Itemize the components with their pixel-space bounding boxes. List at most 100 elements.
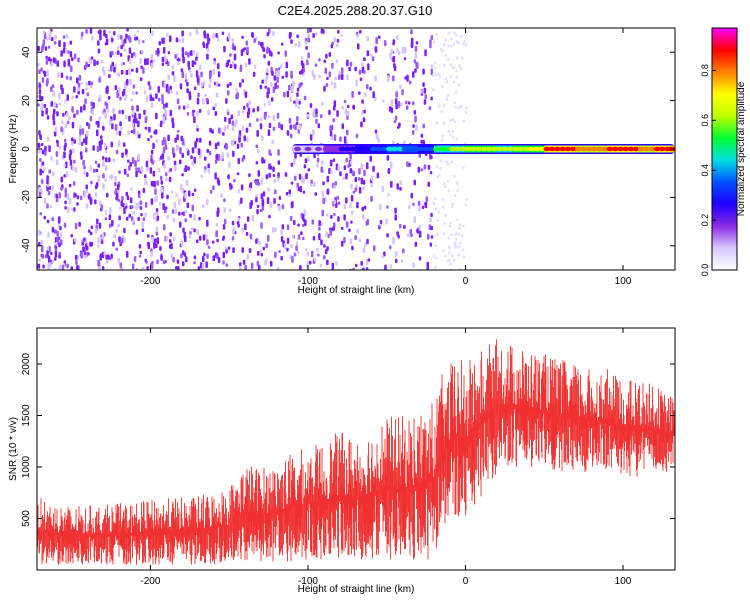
spectrogram-noise-cell bbox=[313, 152, 316, 159]
spectrogram-noise-cell bbox=[129, 78, 132, 85]
spectrogram-noise-cell bbox=[143, 90, 147, 95]
spectrogram-noise-cell bbox=[55, 193, 58, 198]
spectrogram-noise-cell bbox=[338, 74, 341, 80]
spectrogram-noise-cell bbox=[108, 214, 112, 221]
spectrogram-noise-cell bbox=[326, 246, 329, 251]
spectrogram-noise-cell bbox=[97, 48, 101, 54]
spectrogram-noise-cell bbox=[267, 115, 271, 119]
spectrogram-noise-cell bbox=[90, 81, 94, 86]
spectrogram-noise-cell bbox=[189, 231, 192, 235]
spectrogram-noise-cell bbox=[161, 62, 165, 66]
spectrogram-noise-cell bbox=[341, 105, 344, 110]
spectrogram-noise-cell bbox=[357, 177, 361, 181]
spectrogram-noise-cell bbox=[295, 121, 299, 126]
spectrogram-noise-cell bbox=[272, 31, 275, 36]
spectrogram-noise-cell bbox=[458, 232, 461, 236]
spectrogram-noise-cell bbox=[378, 35, 381, 39]
spectrogram-noise-cell bbox=[278, 205, 281, 212]
spectrogram-y-tick-label: -20 bbox=[21, 190, 32, 205]
spectrogram-noise-cell bbox=[206, 253, 209, 259]
carrier-band-peak bbox=[396, 146, 404, 152]
spectrogram-noise-cell bbox=[103, 251, 106, 256]
spectrogram-noise-cell bbox=[271, 139, 274, 144]
spectrogram-noise-cell bbox=[222, 224, 226, 230]
spectrogram-noise-cell bbox=[288, 84, 291, 91]
spectrogram-noise-cell bbox=[340, 33, 343, 37]
carrier-band-peak bbox=[643, 146, 651, 152]
spectrogram-noise-cell bbox=[121, 152, 124, 158]
spectrogram-noise-cell bbox=[434, 256, 438, 260]
spectrogram-noise-cell bbox=[125, 79, 129, 86]
spectrogram-noise-cell bbox=[455, 181, 459, 184]
spectrogram-noise-cell bbox=[221, 152, 224, 159]
spectrogram-noise-cell bbox=[109, 119, 112, 126]
spectrogram-noise-cell bbox=[147, 242, 151, 250]
spectrogram-noise-cell bbox=[449, 118, 452, 122]
spectrogram-noise-cell bbox=[140, 213, 143, 217]
spectrogram-noise-cell bbox=[58, 102, 62, 106]
spectrogram-noise-cell bbox=[226, 111, 230, 116]
spectrogram-noise-cell bbox=[321, 160, 324, 165]
spectrogram-noise-cell bbox=[229, 82, 232, 86]
spectrogram-noise-cell bbox=[181, 187, 185, 194]
spectrogram-noise-cell bbox=[202, 204, 205, 209]
spectrogram-noise-cell bbox=[223, 218, 227, 225]
spectrogram-noise-cell bbox=[80, 35, 83, 41]
spectrogram-noise-cell bbox=[139, 200, 143, 205]
spectrogram-noise-cell bbox=[455, 69, 458, 73]
spectrogram-noise-cell bbox=[206, 239, 209, 246]
spectrogram-noise-cell bbox=[362, 267, 365, 270]
spectrogram-noise-cell bbox=[199, 137, 202, 143]
carrier-band-peak bbox=[511, 146, 519, 152]
spectrogram-noise-cell bbox=[447, 44, 450, 48]
spectrogram-noise-cell bbox=[346, 110, 350, 117]
carrier-band-peak bbox=[391, 146, 399, 152]
spectrogram-noise-cell bbox=[155, 226, 159, 233]
spectrogram-noise-cell bbox=[66, 206, 70, 214]
spectrogram-noise-cell bbox=[91, 35, 94, 41]
spectrogram-noise-cell bbox=[290, 243, 293, 249]
spectrogram-noise-cell bbox=[316, 162, 319, 168]
spectrogram-noise-cell bbox=[46, 219, 50, 224]
spectrogram-noise-cell bbox=[256, 204, 260, 208]
spectrogram-noise-cell bbox=[97, 40, 100, 46]
carrier-band-peak bbox=[480, 146, 488, 152]
spectrogram-noise-cell bbox=[54, 126, 58, 133]
spectrogram-noise-cell bbox=[129, 197, 133, 204]
spectrogram-noise-cell bbox=[458, 226, 461, 230]
spectrogram-noise-cell bbox=[114, 124, 118, 131]
spectrogram-noise-cell bbox=[127, 159, 130, 163]
colorbar: 0.00.20.40.60.8 Normalized spectral ampl… bbox=[700, 27, 747, 276]
spectrogram-noise-cell bbox=[89, 198, 93, 205]
spectrogram-noise-cell bbox=[318, 74, 321, 79]
spectrogram-noise-cell bbox=[83, 165, 86, 170]
spectrogram-noise-cell bbox=[126, 250, 129, 258]
carrier-band-peak bbox=[501, 146, 509, 152]
spectrogram-noise-cell bbox=[392, 237, 395, 244]
spectrogram-x-tick-label: 0 bbox=[463, 276, 469, 287]
spectrogram-noise-cell bbox=[266, 197, 270, 204]
spectrogram-noise-cell bbox=[156, 259, 159, 265]
spectrogram-noise-cell bbox=[447, 251, 451, 255]
spectrogram-noise-cell bbox=[286, 90, 290, 98]
spectrogram-noise-cell bbox=[190, 73, 193, 78]
spectrogram-noise-cell bbox=[214, 159, 218, 164]
spectrogram-noise-cell bbox=[349, 238, 352, 245]
spectrogram-noise-cell bbox=[318, 220, 321, 227]
spectrogram-noise-cell bbox=[336, 38, 340, 43]
spectrogram-noise-cell bbox=[240, 142, 243, 148]
spectrogram-noise-cell bbox=[267, 187, 270, 192]
spectrogram-noise-cell bbox=[179, 147, 182, 155]
spectrogram-noise-cell bbox=[114, 181, 117, 187]
spectrogram-noise-cell bbox=[120, 267, 124, 270]
spectrogram-noise-cell bbox=[102, 173, 105, 179]
spectrogram-noise-cell bbox=[435, 33, 438, 36]
spectrogram-noise-cell bbox=[217, 154, 221, 161]
spectrogram-noise-cell bbox=[383, 251, 386, 257]
spectrogram-noise-cell bbox=[125, 33, 128, 39]
spectrogram-noise-cell bbox=[207, 37, 211, 42]
spectrogram-noise-cell bbox=[356, 201, 359, 209]
spectrogram-noise-cell bbox=[333, 134, 337, 141]
spectrogram-noise-cell bbox=[260, 42, 263, 47]
spectrogram-noise-cell bbox=[394, 115, 398, 121]
